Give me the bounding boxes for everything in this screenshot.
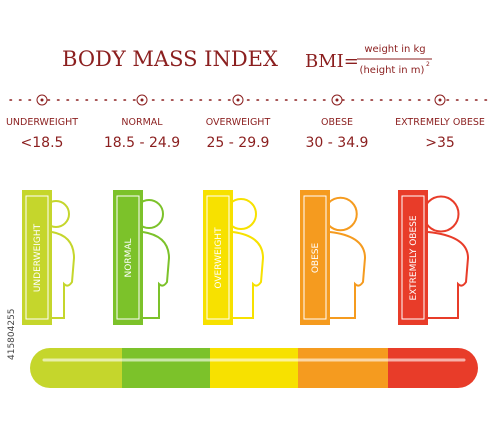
bar-inner — [303, 195, 327, 320]
figure-body — [427, 231, 470, 319]
bar — [22, 190, 52, 325]
title: BODY MASS INDEX — [62, 47, 278, 71]
category-range: <18.5 — [21, 135, 64, 151]
category-label: OBESE — [321, 117, 353, 128]
marker-dot — [335, 98, 339, 102]
bar — [300, 190, 330, 325]
category-range: 25 - 29.9 — [207, 135, 270, 151]
figure-body — [51, 231, 76, 319]
category-label: UNDERWEIGHT — [6, 117, 78, 128]
bar-inner — [116, 195, 140, 320]
category-label: OVERWEIGHT — [206, 117, 271, 128]
figure-body — [232, 231, 265, 319]
category-label: NORMAL — [121, 117, 163, 128]
bar-inner — [206, 195, 230, 320]
category-range: >35 — [425, 135, 455, 151]
bar — [113, 190, 143, 325]
bar-label: EXTREMELY OBESE — [409, 215, 419, 300]
figure-body — [329, 231, 367, 319]
bar-label: NORMAL — [124, 238, 134, 277]
marker-dot — [438, 98, 442, 102]
bar — [203, 190, 233, 325]
category-label: EXTREMELY OBESE — [395, 117, 485, 128]
watermark: 415804255 — [7, 308, 17, 360]
marker-dot — [40, 98, 44, 102]
formula-numerator: weight in kg — [364, 44, 425, 55]
figure-head — [422, 195, 460, 233]
category-range: 18.5 - 24.9 — [104, 135, 180, 151]
formula-exponent: 2 — [426, 61, 430, 68]
scale-segment — [298, 348, 388, 388]
scale-bar — [30, 348, 478, 388]
bar-label: OBESE — [311, 243, 321, 274]
formula-lhs: BMI= — [305, 51, 359, 72]
bar-label: OVERWEIGHT — [214, 227, 224, 289]
bar-inner — [25, 195, 49, 320]
bar-inner — [401, 195, 425, 320]
bar — [398, 190, 428, 325]
scale-segment — [210, 348, 298, 388]
marker-dot — [236, 98, 240, 102]
bar-label: UNDERWEIGHT — [33, 223, 43, 292]
formula-denominator: (height in m) — [360, 65, 425, 76]
scale-segment — [30, 348, 122, 388]
marker-dot — [140, 98, 144, 102]
scale-segment — [388, 348, 478, 388]
scale-segment — [122, 348, 210, 388]
figure-body — [142, 231, 171, 319]
category-range: 30 - 34.9 — [306, 135, 369, 151]
